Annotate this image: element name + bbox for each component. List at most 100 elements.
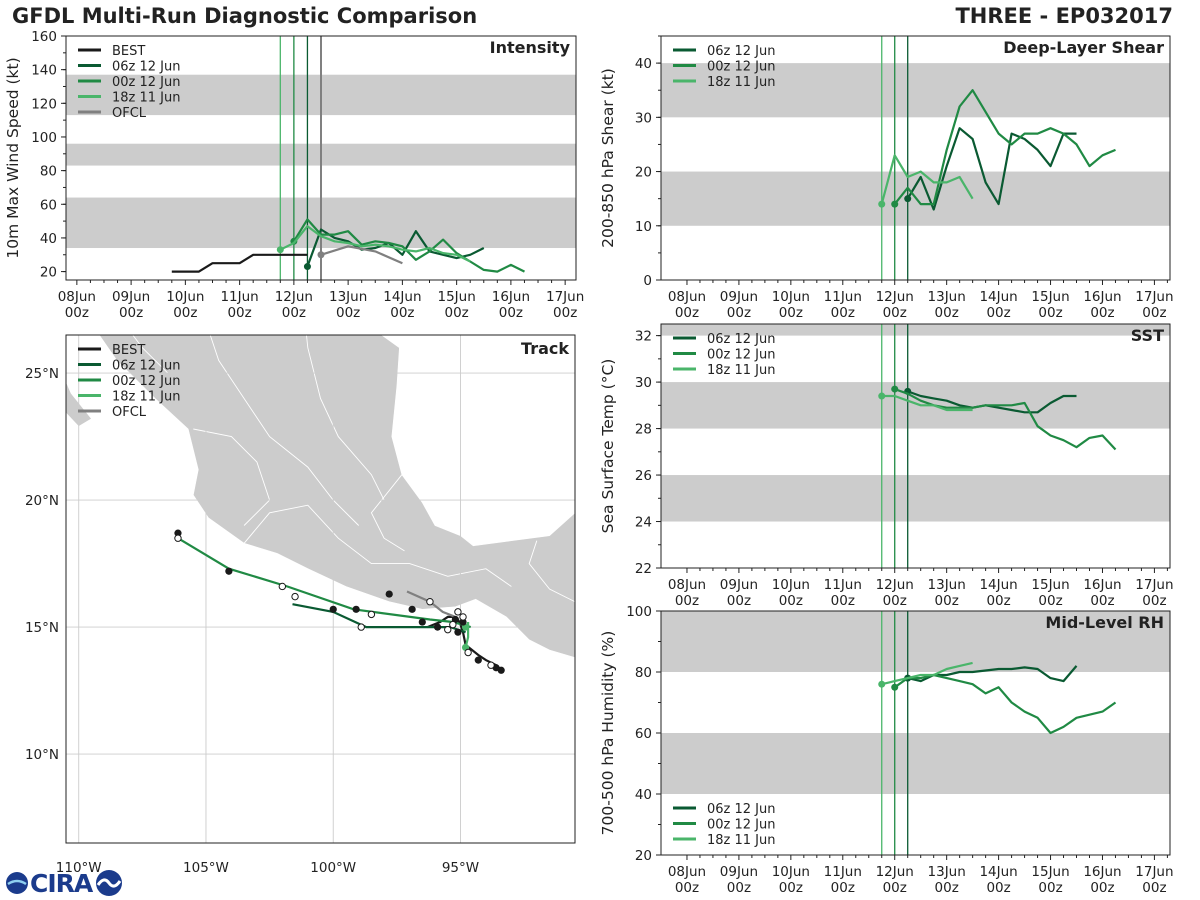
init-point-r06 [904,195,912,203]
x-tick-hour: 00z [1090,593,1114,609]
x-tick-label: 12Jun [876,864,914,880]
x-tick-label: 09Jun [720,289,758,305]
x-tick-hour: 00z [883,880,907,896]
state-border-1 [193,428,271,526]
legend-label: 00z 12 Jun [112,374,181,389]
x-tick-hour: 00z [1142,305,1166,321]
init-point-r06 [303,263,311,271]
y-tick-label: 140 [31,63,57,79]
y-tick-label: 60 [40,197,57,213]
x-tick-label: 10Jun [166,289,204,305]
lat-tick-label: 10°N [25,747,59,763]
legend-label: 00z 12 Jun [112,75,181,90]
x-tick-label: 13Jun [928,289,966,305]
legend-label: 06z 12 Jun [707,44,776,59]
y-tick-label: 28 [635,422,652,438]
y-tick-label: 24 [635,515,652,531]
y-axis-label: 200-850 hPa Shear (kt) [599,68,617,248]
storm-id: THREE - EP032017 [955,4,1173,28]
y-tick-label: 80 [40,164,57,180]
x-tick-label: 16Jun [1083,577,1121,593]
y-tick-label: 120 [31,96,57,112]
x-tick-label: 15Jun [1031,864,1069,880]
x-tick-label: 09Jun [720,577,758,593]
legend-label: 00z 12 Jun [707,818,776,833]
plot-frame [660,35,1171,281]
panel-title: Track [521,339,569,358]
x-tick-hour: 00z [1090,305,1114,321]
x-tick-hour: 00z [336,305,360,321]
x-tick-label: 15Jun [437,289,475,305]
series-line-r18 [881,394,973,412]
y-tick-label: 160 [31,29,57,45]
plot-frame [660,323,1171,569]
series-line-r18 [880,154,974,205]
series-group [878,89,1116,211]
x-tick-label: 17Jun [1135,577,1173,593]
x-tick-label: 08Jun [668,577,706,593]
track-point-best [352,605,360,613]
x-tick-hour: 00z [935,305,959,321]
x-tick-hour: 00z [986,880,1010,896]
state-border-5 [528,540,575,603]
y-tick-label: 40 [635,787,652,803]
lon-tick-label: 100°W [310,860,356,876]
shading-band-1 [661,382,1170,429]
legend-label: BEST [112,343,145,358]
x-tick-hour: 00z [727,593,751,609]
lat-tick-label: 15°N [25,620,59,636]
init-point-r18 [878,392,886,400]
x-tick-label: 14Jun [979,864,1017,880]
track-open-point [367,610,376,619]
legend-label: 06z 12 Jun [707,802,776,817]
x-tick-hour: 00z [1038,880,1062,896]
legend-label: 00z 12 Jun [707,348,776,363]
x-tick-label: 12Jun [876,289,914,305]
track-open-point [464,648,472,657]
panel-sst: 22242628303208Jun00z09Jun00z10Jun00z11Ju… [599,323,1174,609]
legend-label: BEST [112,44,145,59]
state-border-0 [209,335,360,526]
x-tick-hour: 00z [831,880,855,896]
track-point-best [408,605,416,613]
series-line-r18 [279,225,471,263]
panel-track: 110°W 105°W 100°W 95°W 10°N 15°N 20°N 25°N Track… [25,334,576,876]
legend-label: OFCL [112,405,147,420]
y-tick-label: 0 [643,273,652,289]
track-open-point [278,582,287,591]
x-tick-label: 14Jun [979,577,1017,593]
init-point-r00 [891,200,899,208]
cira-logo-text: CIRA [30,868,93,898]
series-group [878,385,1117,451]
x-tick-hour: 00z [883,305,907,321]
series-line-r00 [292,218,525,273]
x-tick-label: 15Jun [1031,577,1069,593]
y-tick-label: 100 [31,130,57,146]
state-border-7 [132,335,169,374]
lon-tick-label: 105°W [183,860,229,876]
x-tick-hour: 00z [173,305,197,321]
x-tick-label: 15Jun [1031,289,1069,305]
land-mexico [66,335,575,658]
track-open-point [454,608,462,616]
x-tick-label: 08Jun [668,864,706,880]
y-tick-label: 32 [635,329,652,345]
series-line-ofcl [320,245,403,265]
series-group [878,661,1117,735]
x-tick-hour: 00z [445,305,469,321]
y-axis-label: 700-500 hPa Humidity (%) [599,631,617,836]
x-tick-hour: 00z [1090,880,1114,896]
panel-title: Mid-Level RH [1045,613,1164,632]
x-tick-hour: 00z [779,305,803,321]
x-tick-hour: 00z [986,305,1010,321]
page-title: GFDL Multi-Run Diagnostic Comparison [12,4,478,28]
wave-emblem-icon [96,870,123,896]
panel-shear: 01020304008Jun00z09Jun00z10Jun00z11Jun00… [599,35,1174,321]
y-tick-label: 30 [635,110,652,126]
shading-band-1 [661,63,1170,118]
track-open-point [487,661,495,669]
cira-globe-icon [6,872,28,894]
